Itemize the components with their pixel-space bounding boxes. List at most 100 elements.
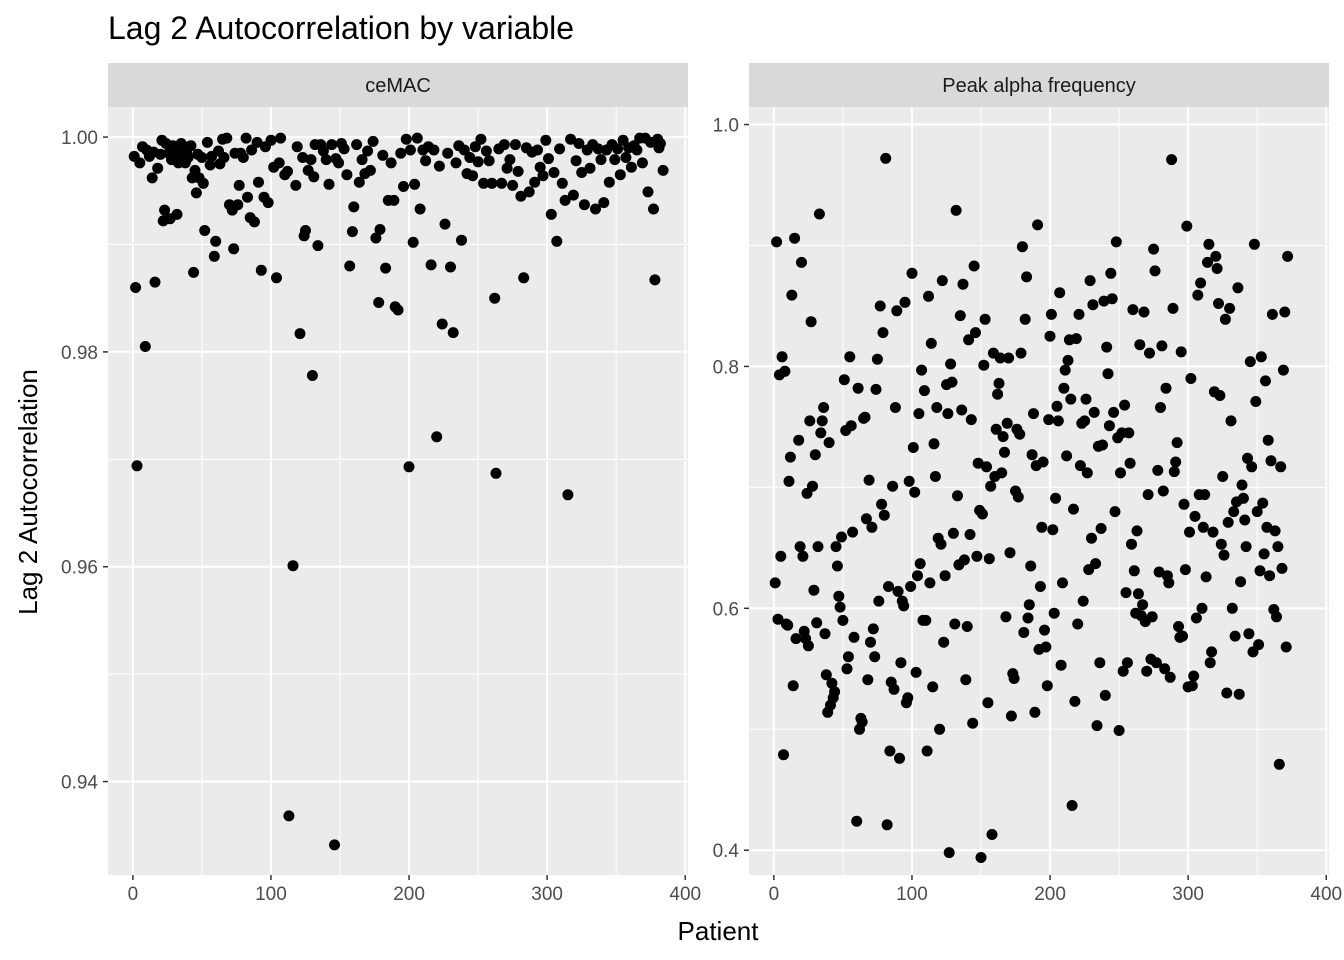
data-point [876, 498, 888, 510]
data-point [428, 144, 440, 156]
data-point [1221, 687, 1233, 699]
data-point [232, 199, 244, 211]
data-point [1155, 402, 1166, 413]
data-point [960, 674, 972, 686]
data-point [450, 157, 462, 169]
data-point [370, 232, 382, 244]
data-point [367, 135, 379, 147]
data-point [1204, 657, 1216, 669]
data-point [772, 613, 784, 625]
data-point [398, 181, 409, 192]
data-point [952, 490, 963, 502]
data-point [859, 411, 871, 423]
data-point [775, 550, 787, 562]
data-point [1054, 287, 1066, 299]
data-point [845, 420, 857, 432]
y-tick-label: 0.98 [61, 343, 98, 364]
data-point [404, 144, 416, 156]
data-point [1074, 460, 1086, 472]
x-axis-title: Patient [678, 916, 760, 946]
data-point [1282, 250, 1294, 262]
data-point [1272, 541, 1284, 553]
data-point [1068, 503, 1079, 515]
data-point [888, 683, 900, 695]
data-point [1195, 277, 1207, 289]
data-point [1003, 352, 1015, 364]
data-point [1058, 382, 1070, 394]
data-point [899, 296, 911, 308]
data-point [1029, 706, 1041, 718]
data-point [905, 581, 917, 592]
data-point [294, 328, 306, 340]
data-point [1044, 330, 1056, 342]
data-point [975, 852, 987, 863]
data-point [456, 234, 467, 246]
x-tick-label: 300 [531, 884, 563, 905]
data-point [1097, 439, 1108, 451]
data-point [380, 262, 392, 274]
data-point [642, 186, 654, 198]
data-point [529, 176, 541, 188]
facet-strip-label: ceMAC [365, 75, 431, 97]
y-tick-label: 1.0 [713, 116, 739, 137]
data-point [1109, 506, 1121, 518]
data-point [287, 560, 299, 572]
data-point [320, 154, 332, 166]
data-point [863, 474, 875, 486]
data-point [1271, 611, 1282, 623]
data-point [556, 177, 568, 189]
data-point [373, 297, 385, 308]
data-point [480, 145, 492, 157]
data-point [1255, 351, 1267, 363]
data-point [338, 143, 350, 155]
data-point [866, 521, 878, 533]
data-point [490, 467, 502, 479]
x-tick-label: 400 [1310, 884, 1342, 905]
data-point [883, 581, 894, 592]
data-point [790, 633, 802, 645]
data-point [273, 157, 285, 169]
data-point [877, 327, 889, 339]
x-tick-label: 100 [255, 884, 287, 905]
data-point [842, 651, 854, 663]
data-point [1276, 562, 1288, 574]
data-point [999, 446, 1010, 458]
data-point [1179, 564, 1191, 576]
x-tick-label: 100 [896, 884, 928, 905]
data-point [251, 136, 263, 148]
data-point [1251, 506, 1263, 518]
data-point [1237, 492, 1249, 504]
data-point [1173, 621, 1184, 632]
data-point [956, 404, 968, 416]
data-point [912, 570, 923, 582]
data-point [811, 617, 823, 629]
data-point [1034, 581, 1046, 592]
data-point [218, 152, 230, 163]
data-point [856, 716, 868, 728]
data-point [570, 155, 582, 167]
data-point [920, 614, 932, 626]
data-point [804, 415, 816, 427]
data-point [1185, 373, 1197, 384]
data-point [312, 240, 324, 252]
data-point [559, 194, 571, 206]
data-point [1095, 523, 1107, 534]
data-point [871, 353, 883, 365]
data-point [818, 402, 830, 413]
data-point [262, 197, 274, 209]
data-point [813, 208, 825, 220]
y-tick-label: 0.4 [713, 841, 740, 862]
data-point [1167, 302, 1179, 314]
data-point [1005, 710, 1017, 722]
data-point [1059, 364, 1071, 376]
data-point [204, 159, 216, 171]
data-point [1043, 414, 1055, 426]
data-point [1260, 375, 1271, 387]
data-point [139, 341, 151, 352]
data-point [1084, 275, 1096, 287]
data-point [1257, 497, 1269, 509]
data-point [159, 204, 171, 216]
data-point [1144, 347, 1155, 359]
